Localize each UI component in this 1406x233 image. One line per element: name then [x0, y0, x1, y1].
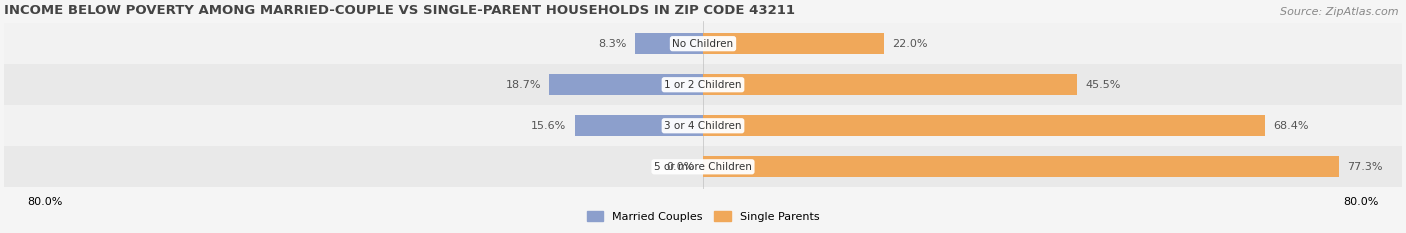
Bar: [703, 74, 1077, 95]
Bar: [0, 23, 1406, 64]
Text: 45.5%: 45.5%: [1085, 80, 1121, 90]
Text: 0.0%: 0.0%: [666, 162, 695, 172]
Bar: [703, 115, 1265, 137]
Bar: [550, 74, 703, 95]
Text: Source: ZipAtlas.com: Source: ZipAtlas.com: [1281, 7, 1399, 17]
Bar: [703, 156, 1339, 178]
Text: 5 or more Children: 5 or more Children: [654, 162, 752, 172]
Bar: [0, 146, 1406, 187]
Legend: Married Couples, Single Parents: Married Couples, Single Parents: [582, 207, 824, 226]
Bar: [703, 33, 884, 54]
Text: 15.6%: 15.6%: [531, 121, 567, 131]
Bar: [0, 64, 1406, 105]
Text: 68.4%: 68.4%: [1274, 121, 1309, 131]
Bar: [0, 105, 1406, 146]
Text: No Children: No Children: [672, 39, 734, 49]
Text: 18.7%: 18.7%: [506, 80, 541, 90]
Text: 77.3%: 77.3%: [1347, 162, 1382, 172]
Text: 3 or 4 Children: 3 or 4 Children: [664, 121, 742, 131]
Text: 22.0%: 22.0%: [891, 39, 928, 49]
Text: INCOME BELOW POVERTY AMONG MARRIED-COUPLE VS SINGLE-PARENT HOUSEHOLDS IN ZIP COD: INCOME BELOW POVERTY AMONG MARRIED-COUPL…: [4, 4, 796, 17]
Text: 8.3%: 8.3%: [598, 39, 627, 49]
Bar: [575, 115, 703, 137]
Text: 1 or 2 Children: 1 or 2 Children: [664, 80, 742, 90]
Bar: [634, 33, 703, 54]
